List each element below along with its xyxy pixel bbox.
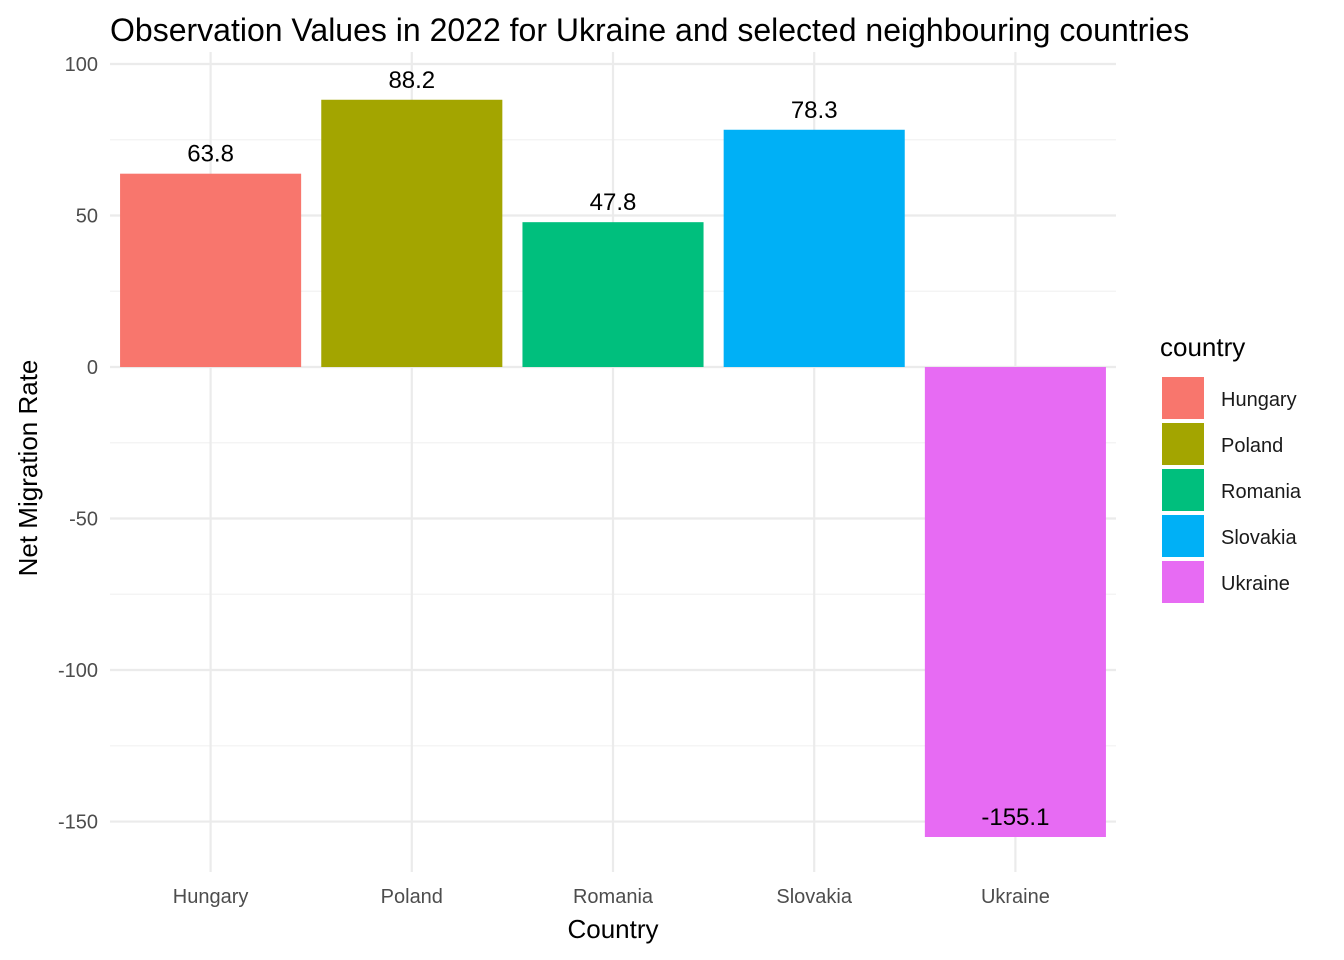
chart-title: Observation Values in 2022 for Ukraine a… [110, 12, 1189, 48]
data-label-romania: 47.8 [590, 189, 637, 216]
y-axis-ticks: 100 50 0 -50 -100 -150 [58, 54, 98, 834]
x-tick-label: Romania [573, 886, 654, 908]
bar-slovakia [723, 129, 905, 368]
x-axis-ticks: Hungary Poland Romania Slovakia Ukraine [173, 886, 1050, 908]
y-axis-title: Net Migration Rate [13, 360, 43, 577]
bars [120, 99, 1106, 837]
y-tick-label: 0 [87, 357, 98, 379]
y-tick-label: -150 [58, 812, 98, 834]
legend-label-romania: Romania [1221, 481, 1302, 503]
legend-key-ukraine [1162, 561, 1204, 603]
legend-label-poland: Poland [1221, 435, 1283, 457]
x-axis-title: Country [567, 914, 658, 944]
y-tick-label: -50 [69, 509, 98, 531]
x-tick-label: Poland [381, 886, 443, 908]
x-tick-label: Hungary [173, 886, 249, 908]
data-label-slovakia: 78.3 [791, 97, 838, 124]
legend-key-hungary [1162, 377, 1204, 419]
bar-romania [522, 222, 704, 368]
legend-label-ukraine: Ukraine [1221, 573, 1290, 595]
x-tick-label: Slovakia [776, 886, 852, 908]
data-label-ukraine: -155.1 [981, 804, 1049, 831]
legend-key-poland [1162, 423, 1204, 465]
legend-key-slovakia [1162, 515, 1204, 557]
legend: country Hungary Poland Romania Slovakia Ukra… [1160, 332, 1302, 603]
data-label-poland: 88.2 [388, 67, 435, 94]
bar-ukraine [924, 367, 1106, 837]
y-tick-label: 50 [76, 206, 98, 228]
legend-label-slovakia: Slovakia [1221, 527, 1297, 549]
data-label-hungary: 63.8 [187, 141, 234, 168]
legend-key-romania [1162, 469, 1204, 511]
y-tick-label: -100 [58, 660, 98, 682]
data-labels: 63.8 88.2 47.8 78.3 -155.1 [187, 67, 1049, 831]
x-tick-label: Ukraine [981, 886, 1050, 908]
bar-poland [321, 99, 503, 368]
y-tick-label: 100 [65, 54, 98, 76]
bar-hungary [120, 173, 302, 368]
legend-title: country [1160, 332, 1245, 362]
legend-label-hungary: Hungary [1221, 389, 1297, 411]
